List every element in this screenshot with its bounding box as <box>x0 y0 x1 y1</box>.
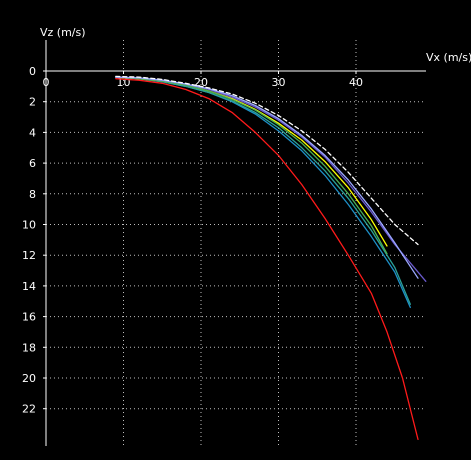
y-tick-label: 8 <box>29 188 36 201</box>
y-tick-label: 2 <box>29 96 36 109</box>
x-axis-label: Vx (m/s) <box>426 51 471 64</box>
y-tick-label: 10 <box>22 219 36 232</box>
x-tick-label: 40 <box>349 76 363 89</box>
y-tick-label: 4 <box>29 126 36 139</box>
series-group <box>115 75 427 441</box>
y-tick-label: 6 <box>29 157 36 170</box>
y-tick-label: 0 <box>29 65 36 78</box>
y-tick-label: 14 <box>22 280 36 293</box>
y-tick-label: 22 <box>22 403 36 416</box>
x-tick-label: 0 <box>43 76 50 89</box>
series-line-1 <box>115 78 419 441</box>
y-tick-label: 18 <box>22 341 36 354</box>
x-tick-label: 20 <box>194 76 208 89</box>
series-line-8 <box>115 75 419 246</box>
series-line-3 <box>115 76 411 305</box>
y-axis-label: Vz (m/s) <box>40 26 86 39</box>
y-tick-label: 16 <box>22 311 36 324</box>
x-tick-label: 30 <box>272 76 286 89</box>
y-tick-label: 20 <box>22 372 36 385</box>
y-tick-label: 12 <box>22 249 36 262</box>
series-line-5 <box>115 76 388 255</box>
series-line-7 <box>115 76 419 279</box>
